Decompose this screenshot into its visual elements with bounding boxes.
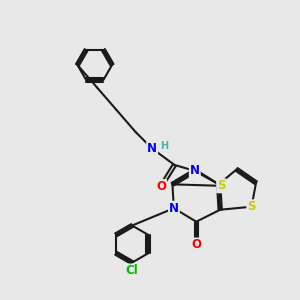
- Text: H: H: [160, 140, 169, 151]
- Text: Cl: Cl: [126, 264, 139, 278]
- Text: O: O: [191, 238, 201, 251]
- Text: S: S: [247, 200, 256, 213]
- Text: N: N: [147, 142, 157, 155]
- Text: O: O: [156, 180, 166, 193]
- Text: S: S: [217, 179, 226, 192]
- Text: N: N: [190, 164, 200, 177]
- Text: N: N: [169, 202, 179, 215]
